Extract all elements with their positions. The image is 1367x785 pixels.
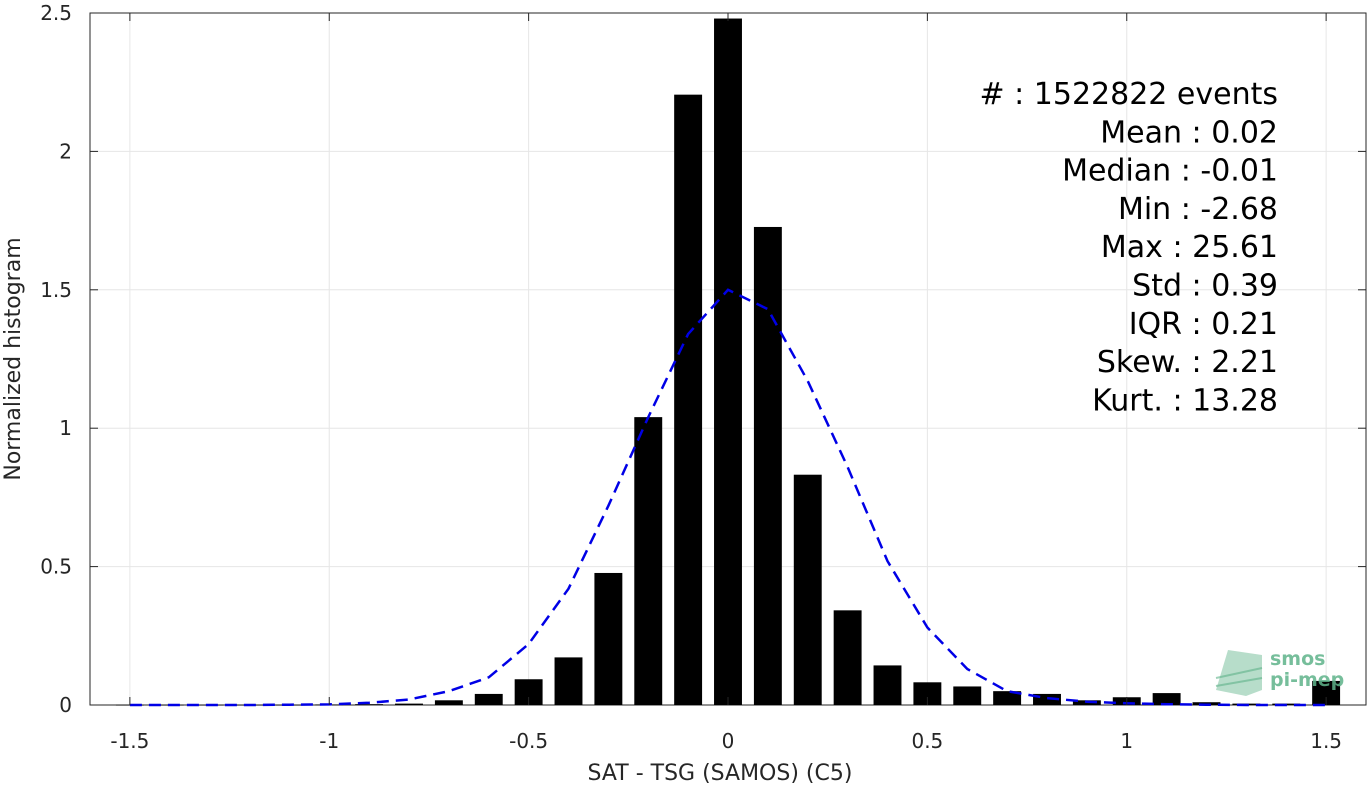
y-tick-label: 2.5 bbox=[40, 1, 72, 25]
histogram-bar bbox=[793, 474, 822, 705]
histogram-bar bbox=[395, 703, 423, 705]
x-axis-label: SAT - TSG (SAMOS) (C5) bbox=[588, 761, 853, 785]
y-tick-label: 1.5 bbox=[40, 278, 72, 302]
histogram-bar bbox=[714, 18, 742, 705]
y-tick-label: 0.5 bbox=[40, 555, 72, 579]
logo-text-pimep: pi-mep bbox=[1270, 669, 1344, 691]
x-tick-label: 1.5 bbox=[1310, 729, 1342, 753]
x-tick-label: -1.5 bbox=[110, 729, 149, 753]
histogram-bar bbox=[594, 572, 623, 705]
histogram-bar bbox=[913, 682, 942, 705]
histogram-bar bbox=[674, 94, 703, 705]
histogram-bar bbox=[753, 226, 782, 705]
histogram-bar bbox=[1033, 693, 1061, 705]
statistic-line: Median : -0.01 bbox=[1062, 154, 1278, 189]
smos-pi-mep-logo: smos pi-mep bbox=[1215, 648, 1344, 696]
statistic-line: Min : -2.68 bbox=[1118, 192, 1278, 227]
histogram-bar bbox=[434, 700, 463, 705]
histogram-bar bbox=[115, 704, 144, 706]
x-tick-label: 1 bbox=[1120, 729, 1133, 753]
histogram-bar bbox=[355, 704, 384, 705]
y-tick-label: 1 bbox=[59, 416, 72, 440]
x-axis-ticks: -1.5 -1 -0.5 0 0.5 1 1.5 bbox=[110, 13, 1342, 753]
x-tick-label: -0.5 bbox=[509, 729, 548, 753]
statistic-line: IQR : 0.21 bbox=[1129, 307, 1278, 342]
statistic-line: Kurt. : 13.28 bbox=[1092, 383, 1278, 418]
x-tick-label: 0.5 bbox=[911, 729, 943, 753]
x-tick-label: -1 bbox=[319, 729, 339, 753]
x-tick-label: 0 bbox=[722, 729, 735, 753]
y-tick-label: 2 bbox=[59, 139, 72, 163]
histogram-bar bbox=[474, 693, 503, 705]
statistic-line: Mean : 0.02 bbox=[1100, 115, 1278, 150]
histogram-bar bbox=[953, 686, 982, 705]
histogram-bar bbox=[554, 657, 583, 705]
histogram-bar bbox=[1152, 693, 1181, 705]
logo-icon-stripe bbox=[1215, 667, 1263, 687]
statistic-line: # : 1522822 events bbox=[979, 77, 1278, 112]
histogram-bar bbox=[993, 691, 1022, 705]
y-axis-ticks: 0 0.5 1 1.5 2 2.5 bbox=[40, 1, 1366, 717]
histogram-bar bbox=[833, 610, 862, 705]
histogram-bar bbox=[873, 665, 902, 705]
y-axis-label: Normalized histogram bbox=[1, 237, 26, 480]
histogram-bar bbox=[634, 417, 663, 705]
statistic-line: Skew. : 2.21 bbox=[1097, 345, 1278, 380]
statistic-line: Max : 25.61 bbox=[1101, 230, 1278, 265]
histogram-bars bbox=[115, 18, 1341, 706]
statistic-line: Std : 0.39 bbox=[1132, 269, 1278, 304]
logo-text-smos: smos bbox=[1270, 648, 1325, 670]
y-tick-label: 0 bbox=[59, 693, 72, 717]
